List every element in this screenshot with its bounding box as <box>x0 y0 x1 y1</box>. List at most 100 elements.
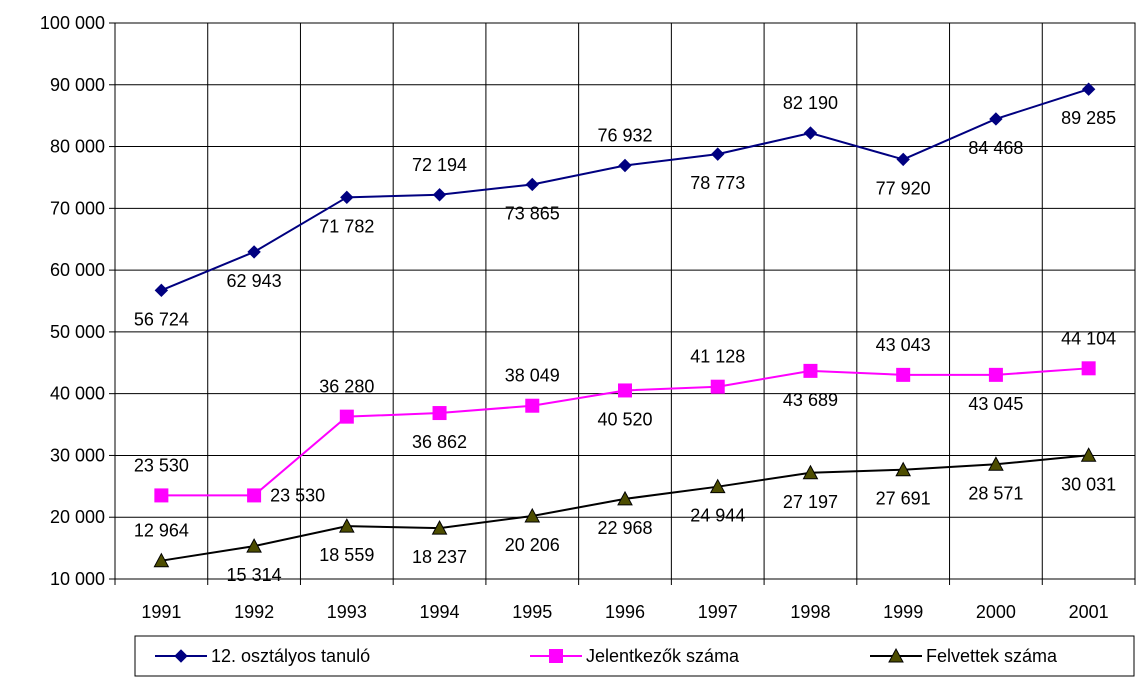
data-label: 24 944 <box>690 506 745 526</box>
data-label: 36 862 <box>412 432 467 452</box>
square-marker <box>803 363 818 378</box>
data-label: 28 571 <box>968 483 1023 503</box>
y-tick-label: 70 000 <box>50 198 105 218</box>
legend-label: Jelentkezők száma <box>586 646 740 666</box>
diamond-marker <box>340 190 354 205</box>
y-tick-label: 80 000 <box>50 137 105 157</box>
legend-item-2: Jelentkezők száma <box>530 646 740 666</box>
data-label: 23 530 <box>270 485 325 505</box>
x-tick-label: 1998 <box>790 602 830 622</box>
diamond-marker <box>525 177 539 192</box>
data-label: 72 194 <box>412 155 467 175</box>
data-label: 40 520 <box>597 409 652 429</box>
triangle-marker <box>431 520 448 535</box>
square-marker <box>247 488 262 503</box>
y-tick-label: 50 000 <box>50 322 105 342</box>
y-tick-label: 90 000 <box>50 75 105 95</box>
axes: 10 000 20 000 30 000 40 000 50 000 60 000 70 0… <box>40 13 1136 622</box>
legend-item-3: Felvettek száma <box>870 646 1058 666</box>
data-label: 84 468 <box>968 138 1023 158</box>
data-label: 44 104 <box>1061 328 1116 348</box>
diamond-marker <box>247 245 261 259</box>
x-tick-label: 1991 <box>141 602 181 622</box>
data-label: 36 280 <box>319 377 374 397</box>
diamond-marker <box>803 126 818 140</box>
legend-box <box>134 635 1135 677</box>
data-label: 76 932 <box>597 126 652 146</box>
triangle-marker <box>709 478 726 494</box>
x-tick-label: 1996 <box>605 602 645 622</box>
triangle-marker <box>153 552 170 568</box>
triangle-marker <box>802 464 819 480</box>
diamond-marker <box>1081 82 1096 96</box>
square-marker <box>710 379 725 394</box>
triangle-marker <box>617 490 633 506</box>
data-label: 71 782 <box>319 216 374 236</box>
data-label: 38 049 <box>505 366 560 386</box>
data-label: 27 197 <box>783 492 838 512</box>
plot-area <box>114 22 1136 580</box>
legend: 12. osztályos tanuló Jelentkezők száma Fel… <box>134 635 1135 677</box>
y-tick-label: 30 000 <box>50 445 105 465</box>
triangle-marker <box>524 507 541 523</box>
legend-label: 12. osztályos tanuló <box>211 646 370 666</box>
y-tick-label: 40 000 <box>50 384 105 404</box>
data-label: 73 865 <box>505 203 560 223</box>
square-marker <box>549 649 563 663</box>
x-tick-label: 1995 <box>512 602 552 622</box>
triangle-marker <box>246 538 262 553</box>
x-tick-label: 2000 <box>976 602 1016 622</box>
data-label: 43 689 <box>783 390 838 410</box>
legend-label: Felvettek száma <box>926 646 1058 666</box>
data-label: 89 285 <box>1061 108 1116 128</box>
diamond-marker <box>896 152 910 167</box>
diamond-marker <box>989 112 1003 126</box>
x-tick-label: 1997 <box>698 602 738 622</box>
data-label: 15 314 <box>227 565 282 585</box>
triangle-marker <box>888 647 904 663</box>
data-label: 30 031 <box>1061 474 1116 494</box>
y-tick-label: 10 000 <box>50 569 105 589</box>
x-tick-label: 2001 <box>1069 602 1109 622</box>
x-tick-label: 1993 <box>327 602 367 622</box>
diamond-marker <box>618 158 632 173</box>
series-1: 56 724 62 943 71 782 72 194 73 865 76 932 78 7… <box>134 82 1116 329</box>
data-label: 43 043 <box>876 335 931 355</box>
data-label: 77 920 <box>876 178 931 198</box>
series-3: 12 964 15 314 18 559 18 237 20 206 22 968 24 9… <box>134 447 1116 585</box>
series-layer: 56 724 62 943 71 782 72 194 73 865 76 932 78 7… <box>134 82 1116 585</box>
square-marker <box>1081 361 1096 376</box>
diamond-marker <box>174 649 188 663</box>
diamond-marker <box>711 147 725 161</box>
x-tick-label: 1992 <box>234 602 274 622</box>
data-label: 78 773 <box>690 173 745 193</box>
x-tick-label: 1994 <box>420 602 460 622</box>
data-label: 23 530 <box>134 455 189 475</box>
square-marker <box>432 406 447 421</box>
square-marker <box>988 367 1003 382</box>
data-label: 56 724 <box>134 309 189 329</box>
series-2: 23 530 23 530 36 280 36 862 38 049 40 520 41 1… <box>134 328 1116 505</box>
data-label: 62 943 <box>227 271 282 291</box>
y-tick-label: 20 000 <box>50 507 105 527</box>
data-label: 22 968 <box>597 518 652 538</box>
data-label: 27 691 <box>876 489 931 509</box>
y-tick-label: 60 000 <box>50 260 105 280</box>
square-marker <box>618 383 632 398</box>
legend-item-1: 12. osztályos tanuló <box>155 646 370 666</box>
triangle-marker <box>895 461 912 477</box>
x-tick-label: 1999 <box>883 602 923 622</box>
square-marker <box>339 409 354 424</box>
data-label: 20 206 <box>505 535 560 555</box>
y-tick-label: 100 000 <box>40 13 105 33</box>
data-label: 41 128 <box>690 347 745 367</box>
data-label: 82 190 <box>783 93 838 113</box>
data-label: 43 045 <box>968 394 1023 414</box>
triangle-marker <box>988 456 1004 471</box>
triangle-marker <box>338 518 355 533</box>
square-marker <box>154 488 169 503</box>
diamond-marker <box>432 188 447 202</box>
data-label: 12 964 <box>134 521 189 541</box>
triangle-marker <box>1080 447 1097 462</box>
